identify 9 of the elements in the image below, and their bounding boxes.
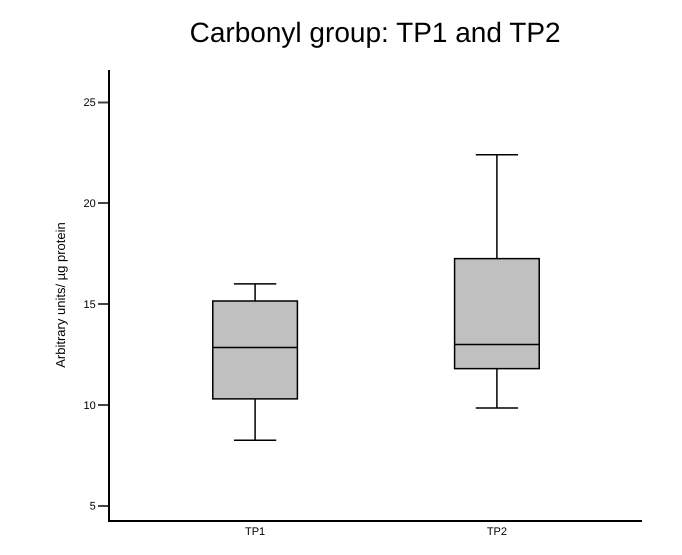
x-tick-label: TP2 [486, 526, 508, 538]
chart-title: Carbonyl group: TP1 and TP2 [190, 16, 561, 48]
y-axis-title: Arbitrary units/ µg protein [53, 222, 68, 368]
y-tick-label: 10 [84, 400, 96, 412]
y-tick-label: 15 [84, 298, 96, 311]
y-tick-label: 25 [84, 97, 96, 110]
y-tick-label: 20 [84, 198, 96, 210]
y-tick-label: 5 [90, 500, 96, 513]
x-tick-label: TP1 [244, 526, 266, 538]
